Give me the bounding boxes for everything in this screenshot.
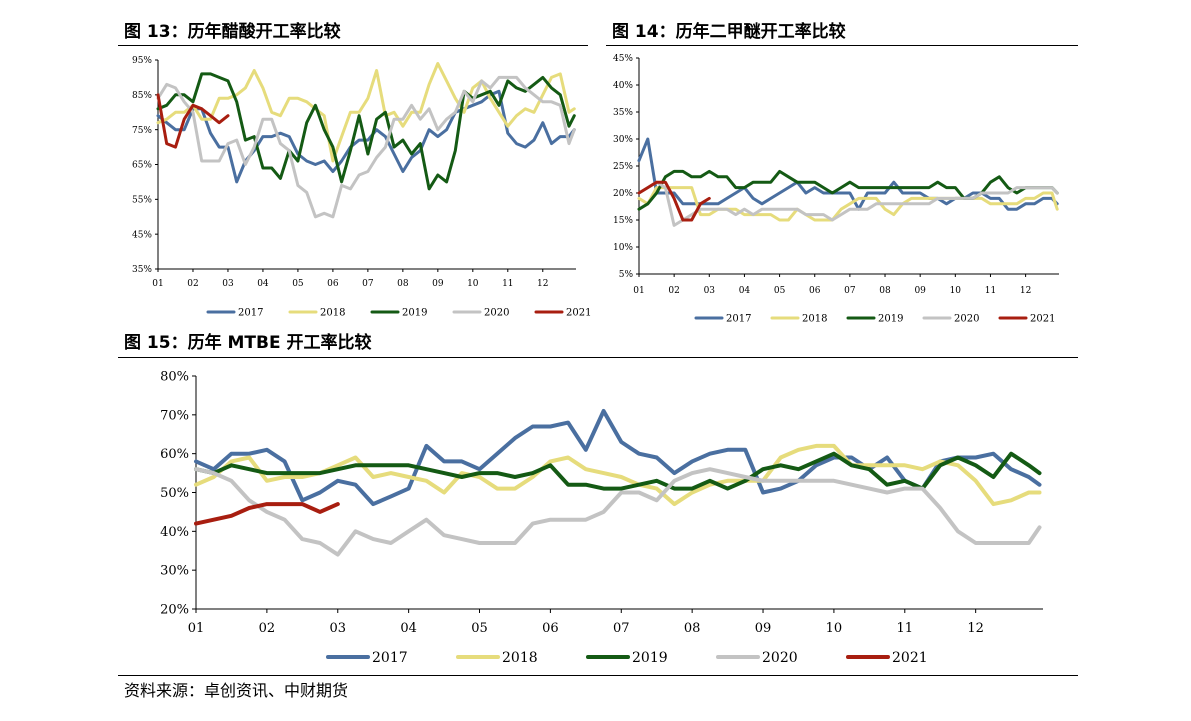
- y-tick-label: 20%: [160, 603, 189, 618]
- x-tick-label: 02: [259, 621, 276, 636]
- source-rule: [118, 675, 1078, 676]
- y-tick-label: 95%: [132, 56, 152, 66]
- x-tick-label: 05: [774, 286, 786, 296]
- x-tick-label: 11: [897, 621, 914, 636]
- x-tick-label: 02: [187, 279, 198, 289]
- y-tick-label: 50%: [160, 486, 189, 501]
- x-tick-label: 07: [613, 621, 630, 636]
- y-tick-label: 10%: [613, 243, 633, 253]
- x-tick-label: 04: [257, 279, 269, 289]
- x-tick-label: 12: [537, 279, 548, 289]
- series-line-2017: [156, 89, 576, 184]
- x-tick-label: 06: [542, 621, 559, 636]
- legend-label-2019: 2019: [402, 308, 427, 319]
- y-tick-label: 20%: [613, 189, 633, 199]
- x-tick-label: 12: [967, 621, 984, 636]
- chart-dme-rate: 5% 10% 15% 20% 25% 30% 35% 40% 45% 01 02 03 04 05 06 07…: [613, 54, 1059, 325]
- x-tick-label: 09: [432, 279, 444, 289]
- legend-label-2021: 2021: [1030, 314, 1055, 325]
- y-tick-label: 35%: [613, 108, 633, 118]
- series-line-2020: [194, 467, 1042, 557]
- fig15-title-rule: [118, 357, 1078, 358]
- y-tick-label: 5%: [619, 270, 634, 280]
- x-tick-label: 05: [471, 621, 488, 636]
- fig14-title-rule: [606, 45, 1078, 46]
- series-line-2018: [156, 62, 576, 163]
- x-tick-label: 01: [188, 621, 205, 636]
- legend-label-2020: 2020: [762, 650, 798, 666]
- chart-mtbe-rate: 20% 30% 40% 50% 60% 70% 80% 01 02 03 04 05 06 07 08 09 1…: [160, 370, 1043, 666]
- y-tick-label: 25%: [613, 162, 633, 172]
- y-tick-label: 40%: [613, 81, 633, 91]
- y-tick-label: 55%: [132, 195, 152, 205]
- legend-label-2020: 2020: [484, 308, 509, 319]
- series-line-2019: [156, 72, 576, 191]
- series-line-2018: [637, 186, 1059, 222]
- y-tick-label: 75%: [132, 126, 152, 136]
- chart-acetic-rate: 35% 45% 55% 65% 75% 85% 95% 01 02 03 04 05 06 07 08 09 1…: [132, 56, 591, 319]
- x-tick-label: 10: [826, 621, 843, 636]
- series-line-2017: [637, 137, 1059, 211]
- x-tick-label: 07: [844, 286, 856, 296]
- legend-label-2017: 2017: [238, 308, 263, 319]
- legend-label-2018: 2018: [802, 314, 827, 325]
- x-tick-label: 03: [222, 279, 234, 289]
- legend-label-2020: 2020: [954, 314, 979, 325]
- x-tick-label: 09: [755, 621, 772, 636]
- x-tick-label: 06: [809, 286, 821, 296]
- legend-label-2021: 2021: [892, 650, 928, 666]
- x-tick-label: 04: [400, 621, 417, 636]
- fig13-title-rule: [118, 45, 588, 46]
- y-tick-label: 85%: [132, 91, 152, 101]
- x-tick-label: 07: [362, 279, 374, 289]
- fig15-title: 图 15：历年 MTBE 开工率比较: [124, 333, 372, 353]
- x-tick-label: 03: [329, 621, 346, 636]
- x-tick-label: 08: [397, 279, 409, 289]
- x-tick-label: 10: [467, 279, 479, 289]
- legend-label-2017: 2017: [726, 314, 751, 325]
- x-tick-label: 08: [879, 286, 891, 296]
- legend-label-2019: 2019: [878, 314, 903, 325]
- series-line-2019: [194, 451, 1042, 491]
- y-tick-label: 45%: [613, 54, 633, 64]
- y-tick-label: 65%: [132, 161, 152, 171]
- series-line-2020: [637, 180, 1059, 227]
- series-line-2021: [637, 180, 711, 222]
- legend-label-2017: 2017: [372, 650, 408, 666]
- x-tick-label: 06: [327, 279, 339, 289]
- legend-label-2018: 2018: [502, 650, 538, 666]
- x-tick-label: 03: [704, 286, 716, 296]
- series-line-2019: [637, 169, 1059, 211]
- legend-label-2019: 2019: [632, 650, 668, 666]
- x-tick-label: 11: [985, 286, 996, 296]
- y-tick-label: 35%: [132, 265, 152, 275]
- legend-label-2018: 2018: [320, 308, 345, 319]
- y-tick-label: 60%: [160, 447, 189, 462]
- fig14-title: 图 14：历年二甲醚开工率比较: [612, 22, 846, 42]
- x-tick-label: 01: [152, 279, 163, 289]
- y-tick-label: 15%: [613, 216, 633, 226]
- x-tick-label: 11: [502, 279, 513, 289]
- y-tick-label: 45%: [132, 230, 152, 240]
- x-tick-label: 02: [668, 286, 679, 296]
- x-tick-label: 10: [950, 286, 962, 296]
- x-tick-label: 08: [684, 621, 701, 636]
- series-line-2020: [156, 75, 576, 219]
- y-tick-label: 30%: [160, 564, 189, 579]
- x-tick-label: 01: [633, 286, 644, 296]
- x-tick-label: 12: [1020, 286, 1031, 296]
- x-tick-label: 05: [292, 279, 304, 289]
- y-tick-label: 40%: [160, 525, 189, 540]
- source-note: 资料来源：卓创资讯、中财期货: [124, 681, 349, 700]
- y-tick-label: 80%: [160, 370, 189, 385]
- legend-label-2021: 2021: [566, 308, 591, 319]
- series-line-2018: [194, 443, 1042, 507]
- y-tick-label: 70%: [160, 408, 189, 423]
- x-tick-label: 09: [914, 286, 926, 296]
- x-tick-label: 04: [739, 286, 751, 296]
- series-line-2021: [194, 502, 340, 526]
- fig13-title: 图 13：历年醋酸开工率比较: [124, 22, 341, 42]
- y-tick-label: 30%: [613, 135, 633, 145]
- series-line-2021: [156, 93, 230, 149]
